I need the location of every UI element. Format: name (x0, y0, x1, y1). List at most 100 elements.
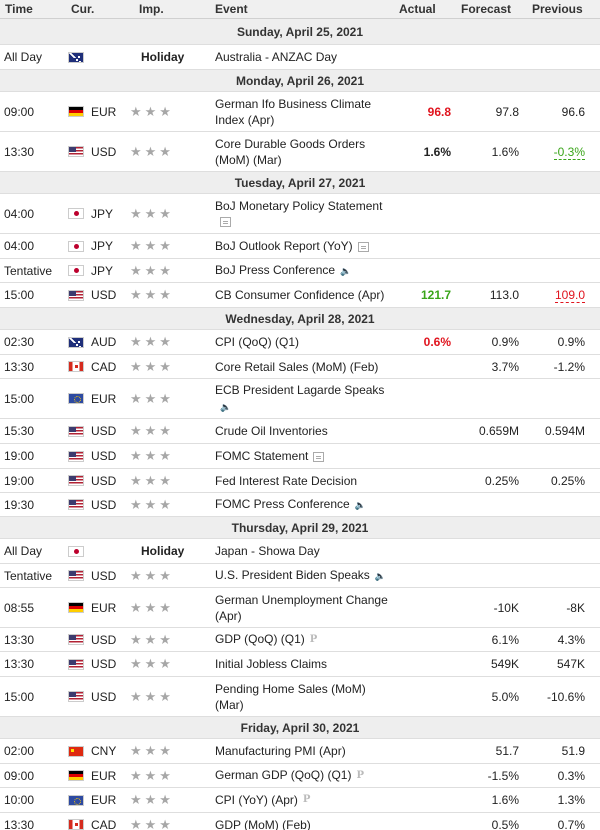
event-name[interactable]: Crude Oil Inventories (211, 423, 395, 439)
event-title[interactable]: ECB President Lagarde Speaks (215, 383, 385, 398)
table-row[interactable]: 02:30 AUD ★★★ CPI (QoQ) (Q1) 0.6% 0.9% 0.9% (0, 330, 600, 355)
event-name[interactable]: GDP (MoM) (Feb) (211, 817, 395, 830)
day-header: Friday, April 30, 2021 (0, 717, 600, 739)
event-currency: EUR (62, 769, 127, 783)
table-row[interactable]: 19:00 USD ★★★ Fed Interest Rate Decision 0.2… (0, 469, 600, 493)
event-title[interactable]: Manufacturing PMI (Apr) (215, 744, 346, 758)
currency-code: JPY (91, 206, 114, 221)
event-name[interactable]: Core Durable Goods Orders (MoM) (Mar) (211, 136, 395, 168)
event-name[interactable]: ECB President Lagarde Speaks 🔈 (211, 382, 395, 415)
event-title[interactable]: German Unemployment Change (Apr) (215, 592, 388, 623)
event-name[interactable]: Manufacturing PMI (Apr) (211, 743, 395, 759)
currency-code: EUR (91, 768, 117, 783)
event-name[interactable]: BoJ Monetary Policy Statement (211, 198, 395, 230)
header-actual[interactable]: Actual (399, 2, 436, 16)
header-time[interactable]: Time (5, 2, 33, 16)
table-row[interactable]: All Day Holiday Japan - Showa Day (0, 539, 600, 564)
star-rating-icon: ★★★ (130, 688, 174, 704)
event-title[interactable]: BoJ Outlook Report (YoY) (215, 239, 353, 253)
flag-us-icon (68, 289, 84, 301)
event-name[interactable]: BoJ Outlook Report (YoY) (211, 238, 395, 254)
table-row[interactable]: Tentative USD ★★★ U.S. President Biden Spea… (0, 564, 600, 588)
event-name[interactable]: CPI (QoQ) (Q1) (211, 334, 395, 350)
event-title[interactable]: Initial Jobless Claims (215, 657, 328, 671)
previous-value: 109.0 (523, 288, 600, 303)
event-title[interactable]: Pending Home Sales (MoM) (Mar) (215, 681, 366, 712)
table-row[interactable]: 09:00 EUR ★★★ German Ifo Business Climate I… (0, 92, 600, 132)
header-forecast[interactable]: Forecast (461, 2, 512, 16)
table-row[interactable]: All Day Holiday Australia - ANZAC Day (0, 45, 600, 70)
event-currency (62, 545, 127, 557)
header-importance[interactable]: Imp. (139, 2, 164, 16)
star-rating-icon: ★★★ (130, 767, 174, 783)
event-name[interactable]: Fed Interest Rate Decision (211, 473, 395, 489)
event-title[interactable]: Core Durable Goods Orders (MoM) (Mar) (215, 136, 366, 167)
previous-text: 109.0 (554, 288, 585, 303)
event-title[interactable]: Fed Interest Rate Decision (215, 473, 358, 488)
table-row[interactable]: 04:00 JPY ★★★ BoJ Monetary Policy Statement (0, 194, 600, 234)
event-title[interactable]: German Ifo Business Climate Index (Apr) (215, 96, 372, 127)
header-previous[interactable]: Previous (532, 2, 583, 16)
event-title[interactable]: German GDP (QoQ) (Q1) (215, 768, 352, 783)
table-row[interactable]: 13:30 CAD ★★★ Core Retail Sales (MoM) (Feb)… (0, 355, 600, 379)
event-name[interactable]: CPI (YoY) (Apr) P (211, 792, 395, 809)
event-title[interactable]: Core Retail Sales (MoM) (Feb) (215, 359, 379, 374)
event-name[interactable]: German Ifo Business Climate Index (Apr) (211, 96, 395, 128)
header-event[interactable]: Event (215, 2, 248, 16)
event-name[interactable]: GDP (QoQ) (Q1) P (211, 631, 395, 648)
event-name[interactable]: German GDP (QoQ) (Q1) P (211, 767, 395, 784)
event-currency: USD (62, 474, 127, 488)
event-name[interactable]: U.S. President Biden Speaks 🔈 (211, 567, 395, 584)
table-row[interactable]: 09:00 EUR ★★★ German GDP (QoQ) (Q1) P -1.5% 0.… (0, 764, 600, 788)
event-name[interactable]: FOMC Statement (211, 448, 395, 464)
event-name[interactable]: Initial Jobless Claims (211, 656, 395, 672)
event-title[interactable]: Australia - ANZAC Day (215, 50, 338, 64)
event-name[interactable]: FOMC Press Conference 🔈 (211, 496, 395, 513)
table-row[interactable]: 13:30 USD ★★★ Core Durable Goods Orders (Mo… (0, 132, 600, 172)
table-row[interactable]: 15:30 USD ★★★ Crude Oil Inventories 0.659M 0.… (0, 419, 600, 444)
event-name[interactable]: Japan - Showa Day (211, 543, 395, 559)
event-time: Tentative (4, 568, 53, 583)
previous-text: 1.3% (557, 793, 585, 807)
star-rating-icon: ★★★ (130, 631, 174, 647)
event-title[interactable]: CPI (QoQ) (Q1) (215, 335, 300, 349)
event-time: 13:30 (4, 359, 35, 374)
event-name[interactable]: CB Consumer Confidence (Apr) (211, 287, 395, 303)
event-title[interactable]: GDP (MoM) (Feb) (215, 817, 311, 830)
event-title[interactable]: CB Consumer Confidence (Apr) (215, 288, 385, 302)
table-row[interactable]: 19:30 USD ★★★ FOMC Press Conference 🔈 (0, 493, 600, 517)
table-row[interactable]: 10:00 EUR ★★★ CPI (YoY) (Apr) P 1.6% 1.3% (0, 788, 600, 813)
event-title[interactable]: U.S. President Biden Speaks (215, 568, 370, 583)
table-row[interactable]: 08:55 EUR ★★★ German Unemployment Change (A… (0, 588, 600, 628)
table-row[interactable]: 04:00 JPY ★★★ BoJ Outlook Report (YoY) (0, 234, 600, 259)
event-name[interactable]: Pending Home Sales (MoM) (Mar) (211, 681, 395, 713)
importance-stars: ★★★ (127, 497, 211, 513)
header-currency[interactable]: Cur. (71, 2, 95, 16)
table-row[interactable]: 15:00 EUR ★★★ ECB President Lagarde Speaks 🔈 (0, 379, 600, 419)
event-title[interactable]: BoJ Press Conference (215, 263, 336, 278)
currency-code: AUD (91, 335, 117, 349)
event-title[interactable]: GDP (QoQ) (Q1) (215, 632, 305, 647)
event-title[interactable]: CPI (YoY) (Apr) (215, 792, 298, 807)
event-name[interactable]: Australia - ANZAC Day (211, 49, 395, 65)
table-row[interactable]: 15:00 USD ★★★ Pending Home Sales (MoM) (Mar… (0, 677, 600, 717)
table-row[interactable]: 13:30 CAD ★★★ GDP (MoM) (Feb) 0.5% 0.7% (0, 813, 600, 830)
event-name[interactable]: German Unemployment Change (Apr) (211, 592, 395, 624)
event-name[interactable]: BoJ Press Conference 🔈 (211, 262, 395, 279)
event-title[interactable]: BoJ Monetary Policy Statement (215, 198, 383, 213)
event-currency: USD (62, 424, 127, 438)
table-row[interactable]: 13:30 USD ★★★ Initial Jobless Claims 549K 547… (0, 652, 600, 677)
table-row[interactable]: 02:00 CNY ★★★ Manufacturing PMI (Apr) 51.7 51… (0, 739, 600, 764)
table-row[interactable]: 13:30 USD ★★★ GDP (QoQ) (Q1) P 6.1% 4.3% (0, 628, 600, 652)
table-row[interactable]: Tentative JPY ★★★ BoJ Press Conference 🔈 (0, 259, 600, 283)
previous-value: 0.594M (523, 424, 600, 438)
event-name[interactable]: Core Retail Sales (MoM) (Feb) (211, 359, 395, 375)
table-row[interactable]: 19:00 USD ★★★ FOMC Statement (0, 444, 600, 469)
event-currency: CNY (62, 744, 127, 758)
event-title[interactable]: Crude Oil Inventories (215, 424, 328, 438)
table-row[interactable]: 15:00 USD ★★★ CB Consumer Confidence (Apr) 1… (0, 283, 600, 308)
importance-stars: ★★★ (127, 817, 211, 830)
event-title[interactable]: Japan - Showa Day (215, 544, 320, 558)
event-title[interactable]: FOMC Press Conference (215, 497, 350, 512)
event-title[interactable]: FOMC Statement (215, 449, 309, 463)
